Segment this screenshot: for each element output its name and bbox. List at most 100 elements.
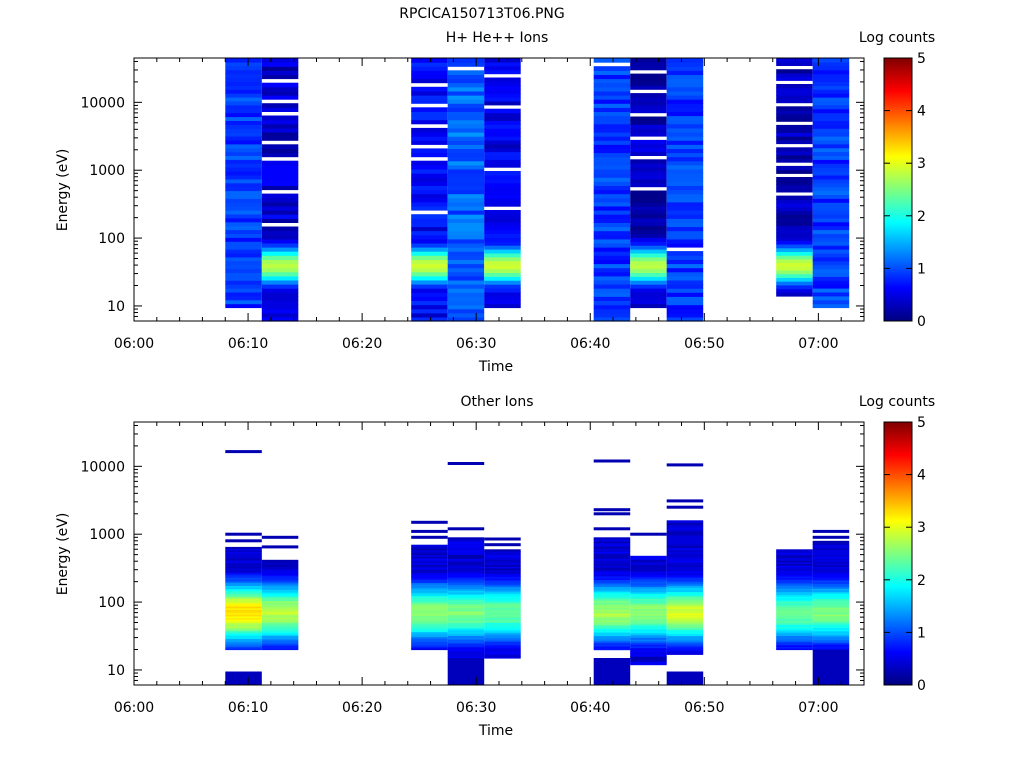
heatmap-cell	[776, 599, 813, 602]
heatmap-cell	[666, 86, 704, 92]
heatmap-cell	[776, 613, 813, 616]
heatmap-cell	[261, 617, 299, 620]
heatmap-cell	[812, 147, 850, 153]
heatmap-cell	[411, 549, 448, 552]
heatmap-cell	[666, 148, 704, 154]
heatmap-cell	[776, 87, 813, 93]
heatmap-cell	[666, 524, 704, 528]
heatmap-cell	[225, 194, 262, 199]
heatmap-cell	[447, 609, 485, 612]
heatmap-cell	[776, 84, 813, 89]
heatmap-cell	[484, 583, 521, 586]
time-column	[776, 58, 813, 297]
heatmap-cell	[666, 618, 704, 622]
heatmap-cell	[447, 226, 485, 232]
heatmap-cell	[225, 590, 262, 593]
heatmap-cell	[630, 564, 667, 567]
heatmap-cell	[447, 541, 485, 544]
heatmap-cell	[484, 280, 521, 285]
heatmap-cell	[776, 199, 813, 204]
heatmap-cell	[411, 575, 448, 578]
heatmap-cell	[261, 576, 299, 579]
heatmap-cell	[812, 605, 850, 608]
heatmap-cell	[484, 613, 521, 617]
heatmap-cell	[225, 299, 262, 305]
heatmap-cell	[484, 210, 521, 215]
heatmap-cell	[593, 642, 631, 645]
heatmap-cell	[411, 267, 448, 273]
heatmap-cell	[812, 260, 850, 266]
heatmap-cell	[776, 136, 813, 141]
heatmap-cell	[666, 635, 704, 639]
heatmap-cell	[484, 217, 521, 223]
heatmap-cell	[411, 647, 448, 651]
x-axis-label: Time	[478, 359, 513, 375]
heatmap-cell	[447, 625, 485, 629]
heatmap-cell	[666, 259, 704, 265]
heatmap-cell	[666, 572, 704, 576]
heatmap-cell	[225, 303, 262, 309]
heatmap-cell	[261, 70, 299, 75]
heatmap-cell	[593, 95, 631, 100]
heatmap-cell	[630, 163, 667, 168]
heatmap-cell	[812, 573, 850, 576]
heatmap-cell	[447, 593, 485, 597]
heatmap-cell	[630, 58, 667, 63]
heatmap-cell	[776, 281, 813, 286]
heatmap-cell	[593, 189, 631, 195]
heatmap-cell	[812, 73, 850, 79]
heatmap-cell	[593, 173, 631, 178]
heatmap-cell	[812, 65, 850, 71]
heatmap-cell	[484, 284, 521, 289]
heatmap-cell	[776, 247, 813, 252]
heatmap-cell	[484, 182, 521, 188]
heatmap-cell	[666, 271, 704, 277]
heatmap-cell	[630, 567, 667, 570]
heatmap-cell	[484, 225, 521, 231]
heatmap-cell	[484, 202, 521, 207]
heatmap-cell	[812, 69, 850, 75]
heatmap-cells	[225, 58, 850, 322]
heatmap-cell	[447, 610, 485, 614]
heatmap-cell	[447, 205, 485, 211]
heatmap-cell	[261, 107, 299, 112]
heatmap-cell	[261, 607, 299, 610]
heatmap-cell	[812, 171, 850, 176]
heatmap-cell	[411, 611, 448, 615]
heatmap-cell	[411, 189, 448, 195]
heatmap-cell	[447, 639, 485, 642]
heatmap-cell	[776, 579, 813, 582]
heatmap-cell	[593, 619, 631, 623]
heatmap-cell	[484, 194, 521, 199]
heatmap-cell	[776, 585, 813, 588]
heatmap-cell	[261, 613, 299, 616]
heatmap-cell	[261, 583, 299, 586]
heatmap-cell	[411, 181, 448, 186]
heatmap-cell	[261, 144, 299, 149]
heatmap-cell	[225, 163, 262, 168]
heatmap-cell	[447, 127, 485, 133]
heatmap-cell	[447, 558, 485, 561]
x-axis-label: Time	[478, 723, 513, 739]
heatmap-cell	[447, 99, 485, 104]
heatmap-cell	[812, 595, 850, 598]
heatmap-cell	[593, 637, 631, 640]
heatmap-cell	[812, 559, 850, 562]
time-column	[447, 462, 485, 685]
heatmap-cell	[812, 217, 850, 223]
heatmap-cell	[225, 603, 262, 606]
heatmap-cell	[411, 554, 448, 557]
time-column	[484, 58, 521, 309]
heatmap-cell	[812, 554, 850, 557]
heatmap-cell	[666, 316, 704, 322]
heatmap-cell	[447, 197, 485, 203]
heatmap-cell	[593, 610, 631, 614]
heatmap-cell	[447, 543, 485, 546]
heatmap-cell	[261, 625, 299, 628]
heatmap-cell	[666, 576, 704, 580]
heatmap-cell	[411, 552, 448, 556]
heatmap-cell	[225, 186, 262, 192]
heatmap-cell	[776, 554, 813, 557]
heatmap-cell	[630, 647, 667, 650]
